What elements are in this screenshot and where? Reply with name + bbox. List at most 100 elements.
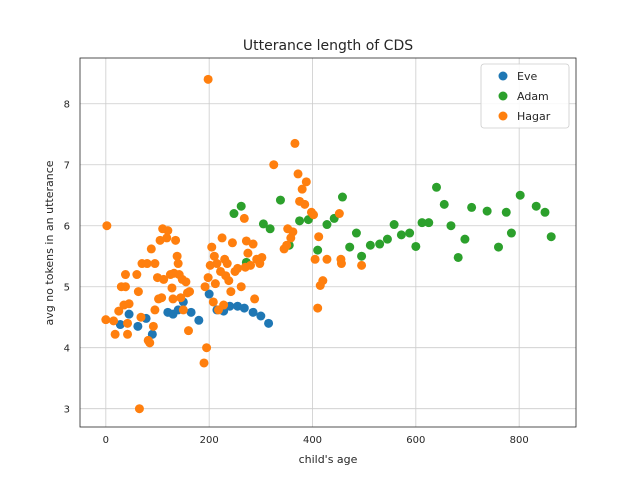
y-axis-label: avg no tokens in an utterance: [43, 160, 56, 325]
data-point: [264, 318, 274, 328]
y-tick-label: 8: [64, 100, 70, 111]
data-points: [101, 74, 556, 414]
data-point: [411, 241, 421, 251]
data-point: [300, 199, 310, 209]
data-point: [142, 259, 152, 269]
data-point: [203, 273, 213, 283]
data-point: [248, 239, 258, 249]
data-point: [382, 234, 392, 244]
data-point: [482, 206, 492, 216]
data-point: [150, 305, 160, 315]
y-tick-label: 6: [64, 222, 70, 233]
legend-marker: [498, 71, 508, 81]
data-point: [208, 297, 218, 307]
data-point: [282, 240, 292, 250]
data-point: [322, 254, 332, 264]
data-point: [168, 294, 178, 304]
data-point: [540, 207, 550, 217]
legend-label: Hagar: [517, 110, 551, 123]
data-point: [124, 299, 134, 309]
data-point: [389, 220, 399, 230]
chart-title: Utterance length of CDS: [243, 38, 413, 54]
data-point: [162, 233, 172, 243]
legend: Eve Adam Hagar: [480, 63, 570, 129]
data-point: [494, 242, 503, 252]
data-point: [185, 287, 195, 297]
y-tick-label: 4: [64, 344, 70, 355]
data-point: [194, 315, 204, 325]
data-point: [184, 326, 193, 336]
data-point: [334, 209, 344, 219]
y-axis-ticks: 3 4 5 6 7 8: [64, 100, 70, 416]
data-point: [133, 287, 143, 297]
data-point: [357, 251, 367, 261]
data-point: [239, 303, 249, 313]
data-point: [148, 321, 158, 331]
data-point: [506, 228, 516, 238]
data-point: [293, 169, 303, 179]
data-point: [101, 315, 111, 325]
series-hagar: [101, 74, 367, 414]
data-point: [365, 240, 375, 250]
data-point: [173, 259, 183, 269]
data-point: [209, 251, 219, 261]
data-point: [134, 404, 144, 414]
data-point: [269, 160, 279, 170]
data-point: [236, 201, 246, 211]
data-point: [181, 277, 191, 287]
data-point: [207, 242, 217, 252]
data-point: [295, 216, 305, 226]
data-point: [226, 287, 236, 297]
data-point: [102, 221, 112, 231]
data-point: [424, 218, 434, 228]
y-tick-label: 3: [64, 405, 70, 416]
data-point: [123, 329, 133, 339]
data-point: [124, 309, 134, 319]
data-point: [172, 251, 182, 261]
data-point: [163, 226, 173, 236]
data-point: [167, 283, 177, 293]
data-point: [310, 254, 320, 264]
data-point: [146, 244, 156, 254]
plot-frame: [79, 57, 577, 428]
data-point: [309, 210, 319, 220]
data-point: [248, 307, 258, 317]
data-point: [265, 224, 275, 234]
data-point: [203, 74, 213, 84]
data-point: [357, 260, 367, 270]
series-adam: [229, 182, 556, 267]
data-point: [314, 232, 324, 242]
data-point: [219, 300, 229, 310]
data-point: [150, 259, 160, 269]
data-point: [120, 282, 130, 292]
data-point: [136, 312, 146, 322]
data-point: [210, 279, 220, 289]
x-tick-label: 800: [510, 435, 529, 446]
data-point: [345, 242, 355, 252]
data-point: [258, 219, 268, 229]
data-point: [250, 294, 260, 304]
data-point: [224, 276, 234, 286]
data-point: [109, 316, 119, 326]
data-point: [159, 274, 169, 284]
data-point: [171, 235, 181, 245]
x-axis-ticks: 0 200 400 600 800: [103, 435, 529, 446]
legend-label: Adam: [517, 90, 549, 103]
data-point: [145, 338, 155, 348]
data-point: [322, 220, 332, 230]
data-point: [178, 305, 188, 315]
data-point: [123, 318, 133, 328]
data-point: [200, 282, 210, 292]
series-eve: [115, 289, 274, 339]
data-point: [375, 239, 385, 249]
data-point: [243, 248, 253, 258]
data-point: [204, 289, 214, 299]
data-point: [501, 207, 511, 217]
y-tick-label: 5: [64, 283, 70, 294]
x-tick-label: 0: [103, 435, 109, 446]
data-point: [313, 303, 323, 313]
data-point: [467, 202, 477, 212]
data-point: [351, 228, 361, 238]
data-point: [318, 276, 328, 286]
data-point: [229, 209, 239, 219]
